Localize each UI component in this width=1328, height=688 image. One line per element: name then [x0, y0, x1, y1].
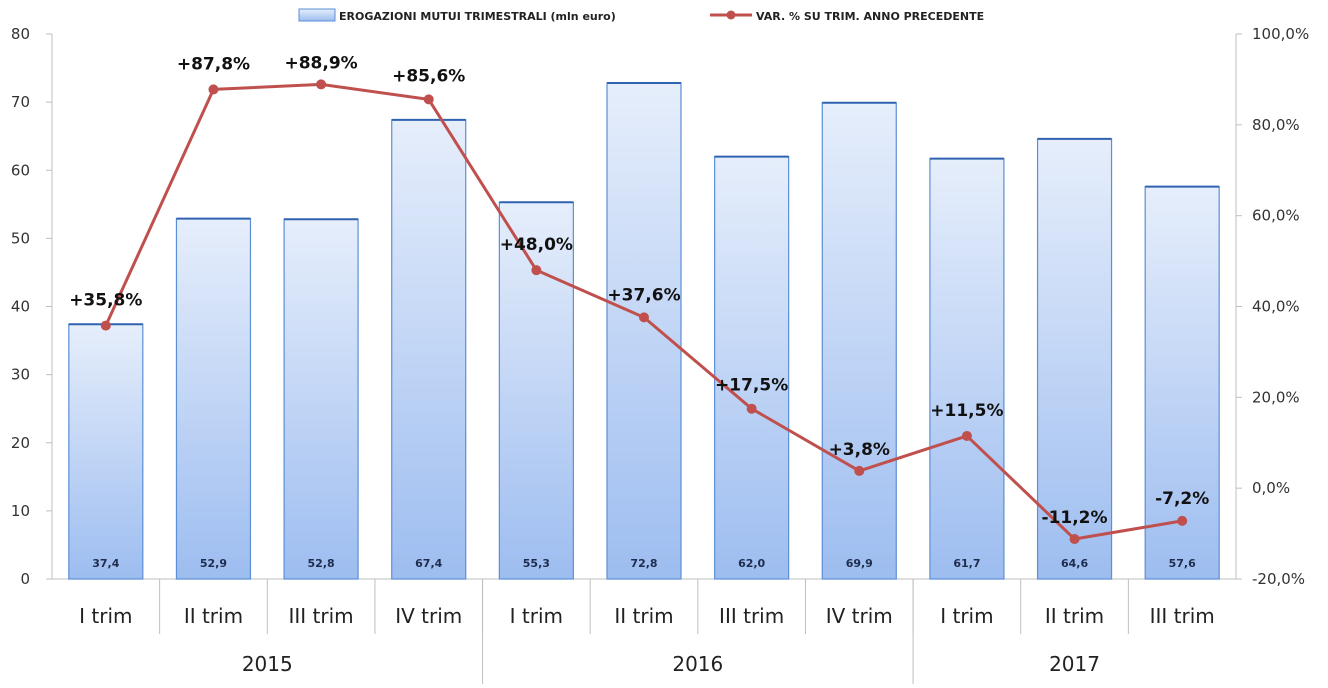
line-value-label: +88,9%	[284, 53, 357, 73]
category-tick-label: I trim	[510, 604, 563, 628]
bar-value-label: 61,7	[953, 557, 980, 570]
bar	[68, 323, 144, 580]
bar-value-label: 62,0	[738, 557, 765, 570]
line-value-label: +37,6%	[607, 285, 680, 305]
left-axis-tick-label: 20	[11, 434, 30, 452]
year-group-label: 2016	[672, 652, 723, 676]
bar	[175, 218, 252, 580]
line-value-label: +85,6%	[392, 66, 465, 86]
bar	[606, 82, 682, 580]
right-axis-tick-label: 40,0%	[1252, 298, 1300, 316]
category-tick-label: II trim	[614, 604, 673, 628]
right-axis-tick-label: -20,0%	[1252, 570, 1305, 588]
legend-bar-swatch	[298, 8, 336, 22]
bar	[1036, 138, 1113, 580]
bar-value-label: 52,9	[200, 557, 227, 570]
left-axis-tick-label: 10	[11, 502, 30, 520]
bar	[498, 201, 574, 580]
legend-line-label: VAR. % SU TRIM. ANNO PRECEDENTE	[756, 10, 984, 23]
legend-line-marker	[726, 10, 736, 20]
line-value-label: +48,0%	[500, 235, 573, 255]
left-axis-tick-label: 0	[20, 570, 30, 588]
category-tick-label: I trim	[79, 604, 132, 628]
line-point	[423, 94, 434, 105]
line-point	[100, 320, 111, 331]
line-value-label: +17,5%	[715, 376, 788, 396]
bar-value-label: 69,9	[846, 557, 873, 570]
line-point	[854, 465, 865, 476]
line-value-label: +11,5%	[930, 401, 1003, 421]
bar	[391, 119, 467, 580]
legend-bar-label: EROGAZIONI MUTUI TRIMESTRALI (mln euro)	[339, 10, 616, 23]
line-point	[531, 265, 542, 276]
bar-value-label: 57,6	[1169, 557, 1196, 570]
right-axis-tick-label: 100,0%	[1252, 25, 1309, 43]
left-axis-tick-label: 50	[11, 229, 30, 247]
bar-value-label: 67,4	[415, 557, 442, 570]
category-tick-label: I trim	[940, 604, 993, 628]
bar	[821, 102, 897, 580]
bar	[929, 158, 1005, 580]
line-point	[1177, 515, 1188, 526]
line-point	[1069, 534, 1080, 545]
category-tick-label: III trim	[289, 604, 354, 628]
left-axis-tick-label: 80	[11, 25, 30, 43]
bar-value-label: 64,6	[1061, 557, 1088, 570]
line-value-label: +35,8%	[69, 291, 142, 311]
year-group-label: 2017	[1049, 652, 1100, 676]
right-axis-tick-label: 60,0%	[1252, 207, 1300, 225]
category-tick-label: III trim	[719, 604, 784, 628]
left-axis-tick-label: 30	[11, 366, 30, 384]
right-axis-tick-label: 0,0%	[1252, 479, 1290, 497]
data-labels: 37,4 52,9 52,8 67,4 55,3 72,8 62,0 69,9 61,7 64,6…	[69, 53, 1209, 570]
category-tick-label: II trim	[184, 604, 243, 628]
left-axis-tick-label: 70	[11, 93, 30, 111]
right-axis-tick-label: 20,0%	[1252, 388, 1300, 406]
left-axis-tick-label: 40	[11, 298, 30, 316]
bar-value-label: 55,3	[523, 557, 550, 570]
line-point	[316, 79, 327, 90]
line-point	[639, 312, 649, 323]
legend: EROGAZIONI MUTUI TRIMESTRALI (mln euro) V…	[298, 8, 984, 23]
line-value-label: -7,2%	[1155, 489, 1209, 509]
bar	[714, 156, 790, 580]
right-axis-tick-label: 80,0%	[1252, 116, 1300, 134]
line-value-label: +87,8%	[177, 54, 250, 74]
bar-value-label: 37,4	[92, 557, 119, 570]
line-point	[208, 84, 219, 95]
bar	[1144, 186, 1220, 580]
bar	[283, 218, 359, 580]
left-axis-tick-label: 60	[11, 161, 30, 179]
line-point	[746, 403, 757, 414]
category-tick-label: IV trim	[395, 604, 462, 628]
category-tick-label: II trim	[1045, 604, 1104, 628]
line-value-label: +3,8%	[829, 440, 890, 460]
bar-value-label: 52,8	[308, 557, 335, 570]
bar-value-label: 72,8	[630, 557, 657, 570]
line-series	[100, 79, 1188, 545]
year-group-label: 2015	[242, 652, 293, 676]
category-tick-label: IV trim	[826, 604, 893, 628]
category-tick-label: III trim	[1150, 604, 1215, 628]
line-point	[961, 430, 972, 441]
bar-series	[68, 82, 1220, 580]
line-value-label: -11,2%	[1042, 508, 1108, 528]
